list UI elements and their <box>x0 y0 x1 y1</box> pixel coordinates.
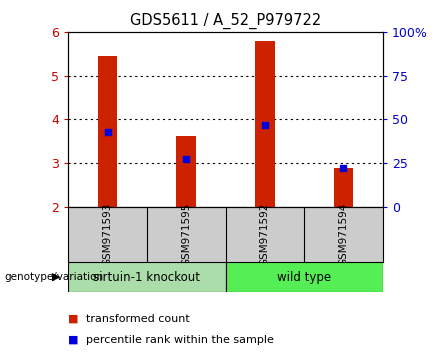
Text: ■: ■ <box>68 335 79 345</box>
Text: percentile rank within the sample: percentile rank within the sample <box>86 335 274 345</box>
Bar <box>226 262 383 292</box>
Text: genotype/variation: genotype/variation <box>4 272 103 282</box>
Title: GDS5611 / A_52_P979722: GDS5611 / A_52_P979722 <box>130 13 321 29</box>
Text: GSM971594: GSM971594 <box>338 203 348 266</box>
Text: ▶: ▶ <box>52 272 60 282</box>
Text: wild type: wild type <box>277 270 331 284</box>
Text: GSM971592: GSM971592 <box>260 203 270 266</box>
Text: GSM971595: GSM971595 <box>181 203 191 266</box>
Bar <box>98 56 117 207</box>
Bar <box>176 136 196 207</box>
Text: GSM971593: GSM971593 <box>103 203 113 266</box>
Text: ■: ■ <box>68 314 79 324</box>
Text: transformed count: transformed count <box>86 314 190 324</box>
Text: sirtuin-1 knockout: sirtuin-1 knockout <box>93 270 200 284</box>
Bar <box>255 41 275 207</box>
Bar <box>334 168 353 207</box>
Bar <box>68 262 226 292</box>
